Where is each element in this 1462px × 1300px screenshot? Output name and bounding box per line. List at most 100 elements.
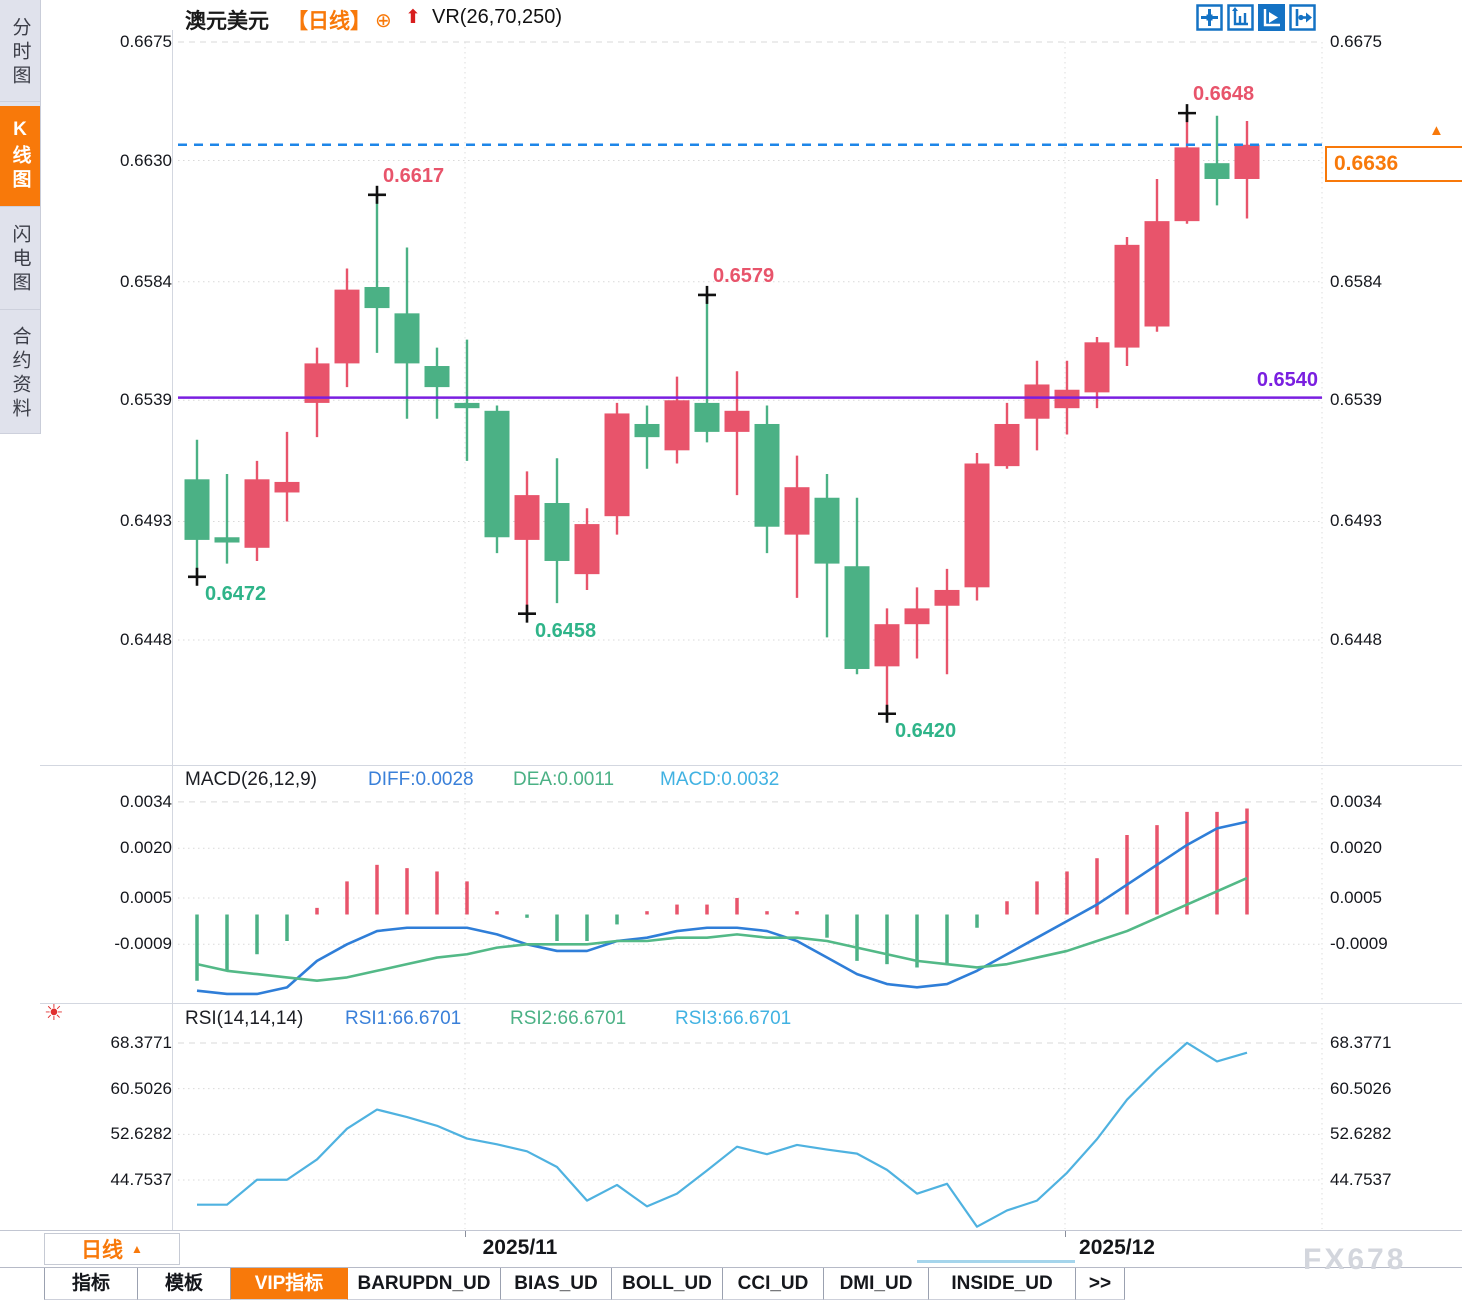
- sidebar-tab-1[interactable]: 分时图: [0, 4, 40, 102]
- macd-axis-tick-right: -0.0009: [1330, 934, 1388, 954]
- up-arrow-icon: ⬆: [405, 7, 421, 28]
- candle-body: [1054, 389, 1080, 409]
- sidebar-tab-4[interactable]: 合约资料: [0, 315, 40, 434]
- macd-axis-tick-right: 0.0005: [1330, 887, 1382, 907]
- candle-body: [994, 423, 1020, 467]
- month-label-dec: 2025/12: [1079, 1236, 1155, 1259]
- jump-latest-icon[interactable]: [1289, 4, 1316, 31]
- indicator-tab-barupdn-ud[interactable]: BARUPDN_UD: [348, 1268, 501, 1300]
- candle-body: [1024, 384, 1050, 419]
- period-selector-button[interactable]: 日线 ▲: [44, 1233, 180, 1265]
- indicator-tab-指标[interactable]: 指标: [44, 1268, 138, 1300]
- rsi-axis-tick-right: 44.7537: [1330, 1170, 1392, 1189]
- macd-diff-value: DIFF:0.0028: [368, 769, 474, 790]
- candle-body: [1204, 163, 1230, 179]
- candle-body: [964, 463, 990, 588]
- rsi-axis-tick-left: 52.6282: [110, 1124, 172, 1144]
- macd-dea-value: DEA:0.0011: [513, 769, 615, 790]
- rsi-axis-tick-left: 60.5026: [110, 1078, 172, 1098]
- macd-dea-line: [196, 876, 1248, 983]
- candle-body: [274, 481, 300, 493]
- axis-column-divider: [172, 30, 173, 1230]
- candle-body: [574, 524, 600, 575]
- swing-high-label: 0.6648: [1193, 83, 1255, 106]
- add-indicator-icon[interactable]: ⊕: [375, 10, 392, 32]
- macd-title[interactable]: MACD(26,12,9): [185, 769, 317, 790]
- candle-body: [514, 495, 540, 540]
- month-tick: [465, 1231, 466, 1237]
- sidebar-tab-3[interactable]: 闪电图: [0, 211, 40, 310]
- candle-body: [484, 410, 510, 538]
- level-line-label: 0.6540: [1256, 369, 1318, 391]
- rsi1-value: RSI1:66.6701: [345, 1008, 462, 1029]
- candle-body: [724, 410, 750, 432]
- sun-icon[interactable]: ☀: [44, 1000, 64, 1025]
- price-axis-tick-right: 0.6493: [1330, 511, 1382, 531]
- indicator-tab-vip指标[interactable]: VIP指标: [231, 1268, 348, 1300]
- period-selector-arrow-icon: ▲: [131, 1242, 143, 1256]
- candle-body: [424, 366, 450, 388]
- axis-scale-icon[interactable]: [1227, 4, 1254, 31]
- candle-body: [664, 400, 690, 451]
- candle-body: [754, 423, 780, 527]
- swing-low-label: 0.6420: [895, 719, 957, 742]
- price-axis-tick-right: 0.6448: [1330, 629, 1382, 649]
- pan-icon[interactable]: [1196, 4, 1223, 31]
- candle-body: [1174, 147, 1200, 222]
- price-axis-tick-right: 0.6539: [1330, 390, 1382, 410]
- candle-body: [604, 413, 630, 517]
- price-axis-tick-right: 0.6675: [1330, 32, 1382, 51]
- rsi-title[interactable]: RSI(14,14,14): [185, 1008, 304, 1029]
- rsi-axis-tick-left: 68.3771: [110, 1033, 172, 1052]
- indicator-tab-模板[interactable]: 模板: [138, 1268, 231, 1300]
- macd-axis-tick-left: 0.0034: [120, 791, 172, 811]
- candle-body: [244, 479, 270, 548]
- period-selector-label: 日线: [81, 1239, 124, 1262]
- candle-body: [1234, 144, 1260, 179]
- macd-value: MACD:0.0032: [660, 769, 780, 790]
- indicator-tab-boll-ud[interactable]: BOLL_UD: [612, 1268, 723, 1300]
- candle-body: [1144, 221, 1170, 327]
- candle-body: [634, 423, 660, 438]
- indicator-tab-inside-ud[interactable]: INSIDE_UD: [929, 1268, 1076, 1300]
- price-axis-tick-left: 0.6584: [120, 271, 172, 291]
- rsi-axis-tick-right: 52.6282: [1330, 1124, 1392, 1144]
- period-tag[interactable]: 【日线】: [287, 10, 371, 33]
- candle-body: [904, 608, 930, 625]
- indicator-tab-bias-ud[interactable]: BIAS_UD: [501, 1268, 612, 1300]
- price-up-arrow-icon: ▲: [1429, 122, 1444, 139]
- indicator-tab-dmi-ud[interactable]: DMI_UD: [824, 1268, 929, 1300]
- candle-body: [874, 624, 900, 667]
- swing-low-label: 0.6458: [535, 619, 597, 642]
- swing-high-label: 0.6579: [713, 264, 775, 287]
- macd-axis-tick-right: 0.0034: [1330, 791, 1382, 811]
- candle-body: [364, 286, 390, 309]
- sidebar-tab-2[interactable]: K线图: [0, 106, 40, 207]
- price-axis-tick-left: 0.6630: [120, 150, 172, 170]
- price-axis-tick-left: 0.6539: [120, 390, 172, 410]
- auto-scroll-icon[interactable]: [1258, 4, 1285, 31]
- rsi-axis-tick-right: 68.3771: [1330, 1033, 1392, 1052]
- watermark: FX678: [1303, 1243, 1407, 1276]
- candle-body: [544, 503, 570, 561]
- candle-body: [694, 402, 720, 432]
- rsi-axis-tick-left: 44.7537: [110, 1170, 172, 1189]
- chart-toolbar: [1196, 4, 1316, 31]
- rsi-panel-divider: [40, 1003, 1462, 1004]
- macd-panel-divider: [40, 765, 1462, 766]
- candle-body: [844, 566, 870, 669]
- price-axis-tick-left: 0.6448: [120, 629, 172, 649]
- rsi-axis-tick-right: 60.5026: [1330, 1078, 1392, 1098]
- indicator-tabbar: 指标 模板 VIP指标 BARUPDN_UD BIAS_UD BOLL_UD CCI_UD D…: [44, 1268, 1125, 1300]
- rsi-line: [197, 1041, 1248, 1228]
- indicator-tab->>[interactable]: >>: [1076, 1268, 1125, 1300]
- scroll-indicator[interactable]: [917, 1260, 1075, 1263]
- indicator-tab-cci-ud[interactable]: CCI_UD: [723, 1268, 824, 1300]
- macd-axis-tick-right: 0.0020: [1330, 838, 1382, 858]
- vr-indicator-label[interactable]: VR(26,70,250): [432, 6, 563, 28]
- candle-body: [394, 313, 420, 364]
- candle-body: [1084, 342, 1110, 393]
